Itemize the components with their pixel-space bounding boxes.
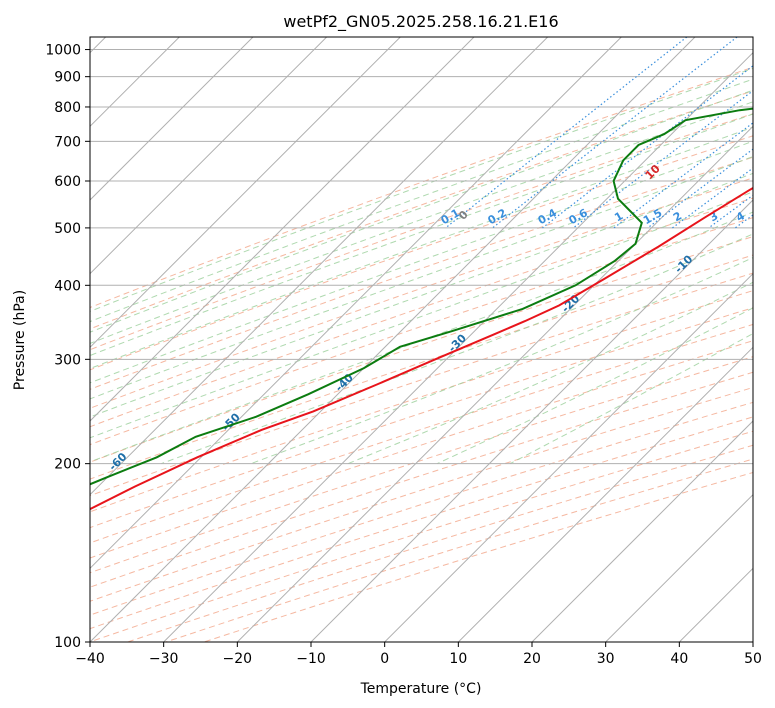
isotherm-line [605, 493, 753, 642]
moist-adiabat-line [250, 257, 753, 465]
temperature-profile-line [90, 186, 753, 511]
isotherm-line [457, 346, 753, 642]
mixing-ratio-line [492, 37, 738, 229]
moist-adiabat-line [90, 140, 753, 384]
isotherm-line [384, 272, 753, 642]
isotherm-line [90, 37, 549, 496]
moist-adiabat-line [90, 156, 753, 400]
x-tick-label: 30 [597, 651, 615, 667]
dry-adiabat-line [90, 177, 753, 409]
moist-adiabat-line [90, 89, 753, 333]
dry-adiabat-line [90, 197, 753, 428]
x-tick-label: −40 [75, 651, 105, 667]
moist-adiabat-line [90, 172, 753, 418]
y-tick-label: 1000 [45, 43, 81, 59]
x-axis-label: Temperature (°C) [360, 681, 482, 697]
isotherm-line [90, 37, 622, 570]
moist-adiabat-line [90, 101, 753, 344]
isotherm-line [90, 37, 696, 642]
axes: −40 −30 −20 −10 0 10 20 30 40 50 100 200 300 400 500 60… [45, 43, 762, 667]
dry-adiabat-line [90, 307, 753, 529]
x-tick-label: 40 [670, 651, 688, 667]
moist-adiabat-line [90, 67, 753, 312]
y-tick-label: 300 [54, 352, 81, 368]
moist-adiabat-line [347, 281, 753, 465]
x-tick-label: −30 [149, 651, 179, 667]
isotherm-line [90, 37, 475, 422]
moist-adiabat-line [90, 126, 753, 370]
y-tick-label: 400 [54, 278, 81, 294]
y-tick-label: 600 [54, 174, 81, 190]
moist-adiabat-line [90, 211, 753, 463]
plot-area: 0.10.20.40.611.52346810131620253036-100-… [90, 37, 753, 642]
y-tick-label: 800 [54, 100, 81, 116]
isotherm-line [531, 420, 753, 642]
y-tick-label: 200 [54, 457, 81, 473]
dry-adiabat-line [90, 156, 753, 390]
y-tick-label: 100 [54, 635, 81, 651]
y-tick-label: 500 [54, 221, 81, 237]
dry-adiabat-line [90, 290, 753, 513]
isotherm-line [90, 37, 328, 275]
isotherm-line [163, 51, 753, 642]
chart-title: wetPf2_GN05.2025.258.16.21.E16 [283, 12, 558, 32]
isotherm-line [90, 37, 254, 201]
x-tick-label: −20 [223, 651, 253, 667]
y-tick-label: 700 [54, 134, 81, 150]
x-tick-label: −10 [296, 651, 326, 667]
plot-frame [89, 36, 754, 643]
dry-adiabat-line [90, 217, 753, 446]
dry-adiabat-line [90, 356, 753, 574]
x-tick-label: 20 [523, 651, 541, 667]
x-tick-label: 50 [744, 651, 762, 667]
mixing-ratio-line [672, 167, 753, 229]
isotherm-line [236, 125, 753, 642]
x-tick-label: 10 [449, 651, 467, 667]
dry-adiabat-line [90, 386, 753, 602]
dry-adiabat-line [90, 66, 753, 309]
y-axis-label: Pressure (hPa) [12, 290, 28, 390]
moist-adiabat-line [90, 78, 753, 323]
isotherm-line [90, 37, 401, 349]
isotherm-line [310, 199, 753, 642]
y-tick-label: 900 [54, 70, 81, 86]
mixing-ratio-line [542, 65, 753, 229]
mixing-ratio-line [572, 89, 753, 229]
x-tick-label: 0 [380, 651, 389, 667]
moist-adiabat-line [90, 113, 753, 357]
dry-adiabat-line [90, 340, 753, 559]
dewpoint-profile-line [90, 107, 753, 486]
dry-adiabat-line [90, 254, 753, 480]
